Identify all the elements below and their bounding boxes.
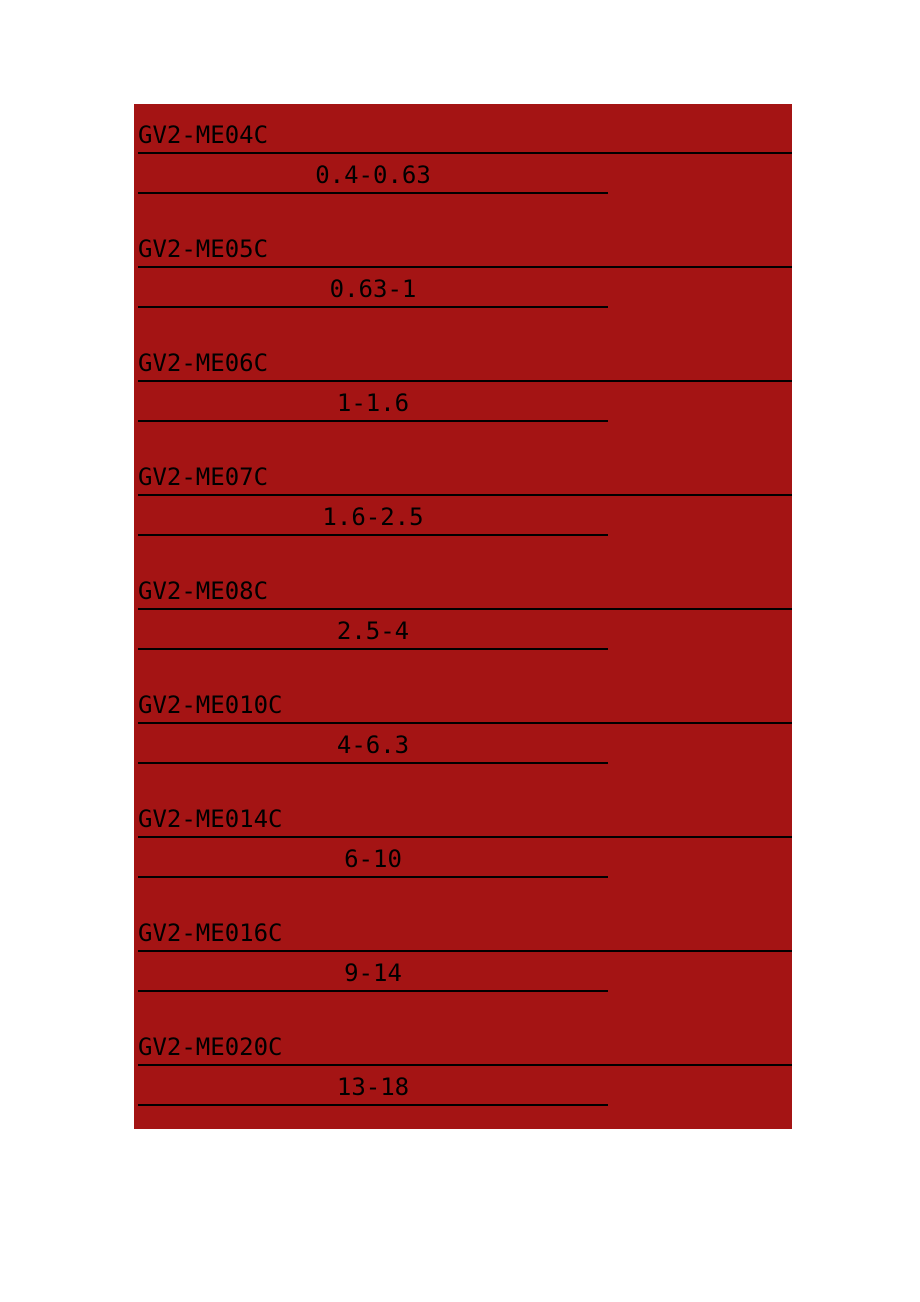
spec-code: GV2-ME016C [138,918,792,952]
row-spacer [134,764,792,788]
spec-range-row: 13-18 [134,1066,792,1106]
row-spacer [134,992,792,1016]
spec-range: 1.6-2.5 [138,502,608,536]
spec-range: 1-1.6 [138,388,608,422]
spec-code-row: GV2-ME014C [134,788,792,838]
spec-range: 0.63-1 [138,274,608,308]
spec-code: GV2-ME014C [138,804,792,838]
spec-range: 13-18 [138,1072,608,1106]
spec-code-row: GV2-ME010C [134,674,792,724]
row-spacer [134,878,792,902]
spec-panel: GV2-ME04C 0.4-0.63 GV2-ME05C 0.63-1 GV2-ME06… [134,104,792,1129]
row-spacer [134,308,792,332]
spec-range-row: 1-1.6 [134,382,792,422]
spec-range: 0.4-0.63 [138,160,608,194]
spec-code-row: GV2-ME07C [134,446,792,496]
row-spacer [134,422,792,446]
spec-code-row: GV2-ME016C [134,902,792,952]
spec-range-row: 0.4-0.63 [134,154,792,194]
spec-range-row: 4-6.3 [134,724,792,764]
spec-range: 4-6.3 [138,730,608,764]
spec-range: 2.5-4 [138,616,608,650]
spec-code: GV2-ME05C [138,234,792,268]
spec-code: GV2-ME07C [138,462,792,496]
spec-code-row: GV2-ME06C [134,332,792,382]
spec-range-row: 6-10 [134,838,792,878]
spec-range-row: 0.63-1 [134,268,792,308]
spec-code-row: GV2-ME05C [134,218,792,268]
spec-code: GV2-ME08C [138,576,792,610]
spec-code: GV2-ME010C [138,690,792,724]
row-spacer [134,194,792,218]
spec-range-row: 9-14 [134,952,792,992]
row-spacer [134,650,792,674]
spec-range: 9-14 [138,958,608,992]
spec-range: 6-10 [138,844,608,878]
spec-code: GV2-ME020C [138,1032,792,1066]
spec-code: GV2-ME06C [138,348,792,382]
spec-range-row: 1.6-2.5 [134,496,792,536]
spec-code-row: GV2-ME020C [134,1016,792,1066]
spec-range-row: 2.5-4 [134,610,792,650]
spec-code-row: GV2-ME08C [134,560,792,610]
row-spacer [134,536,792,560]
spec-code: GV2-ME04C [138,120,792,154]
spec-code-row: GV2-ME04C [134,104,792,154]
